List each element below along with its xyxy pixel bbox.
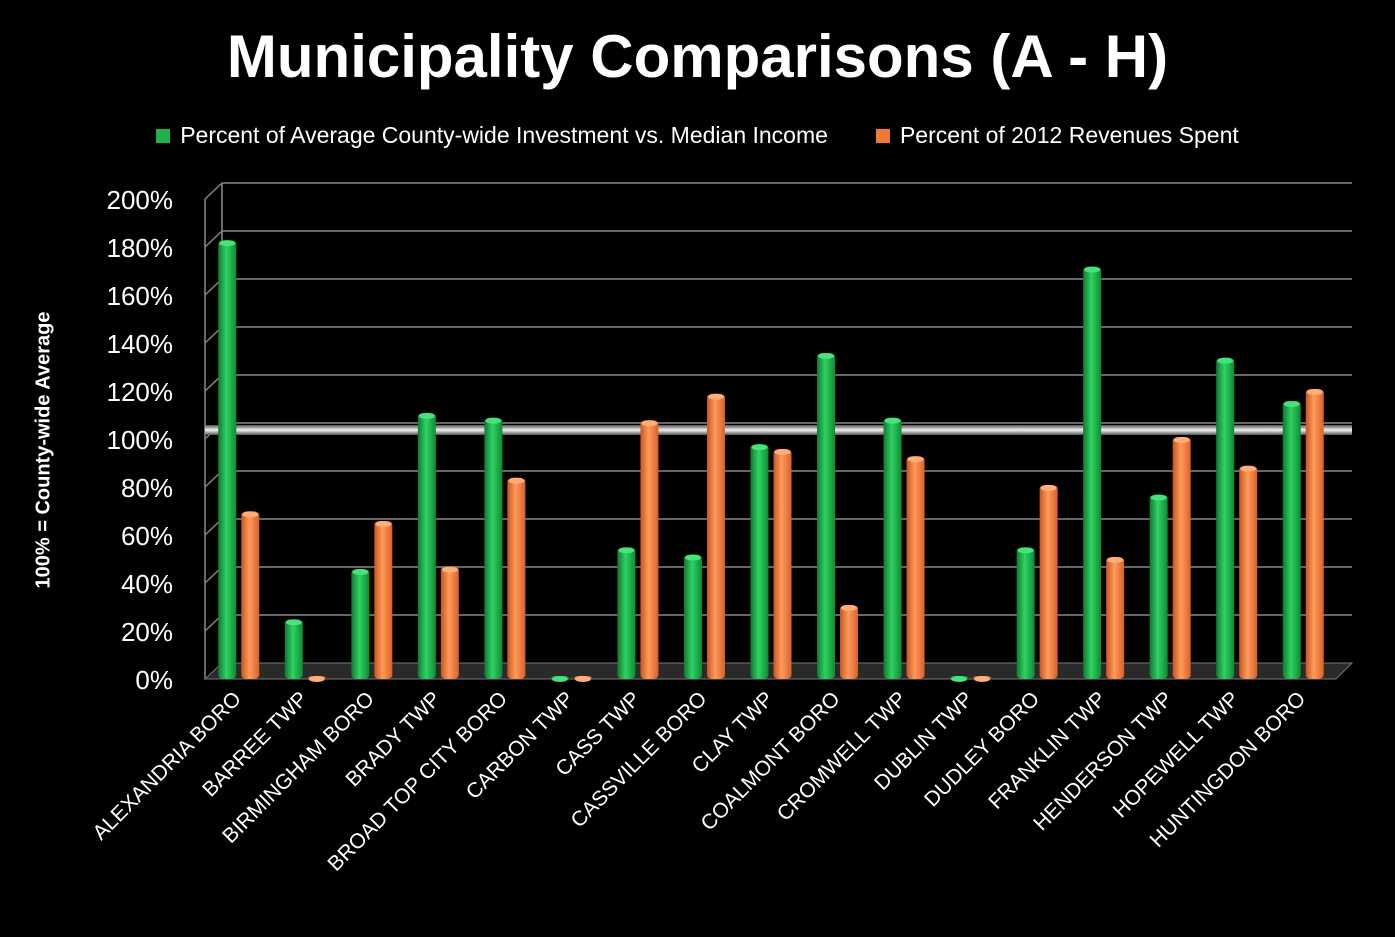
x-tick-label: FRANKLIN TWP — [984, 687, 1111, 814]
bar-cap — [818, 353, 835, 359]
y-tick-label: 80% — [121, 473, 173, 503]
x-tick-label: CROMWELL TWP — [773, 687, 911, 825]
bar-cap — [1017, 547, 1034, 554]
bar-revenues-spent — [706, 393, 725, 679]
y-tick-label: 200% — [107, 185, 174, 215]
y-tick-label: 140% — [107, 329, 174, 359]
bar-cap — [974, 676, 991, 682]
bar-revenues-spent — [1106, 557, 1125, 679]
bar-investment — [750, 444, 769, 679]
bar-cap — [1150, 494, 1167, 501]
bar-cap — [1240, 465, 1257, 472]
x-tick-label: DUDLEY BORO — [920, 687, 1044, 811]
bar-cap — [884, 417, 901, 424]
bar-cap — [1283, 401, 1300, 407]
y-tick-label: 120% — [107, 377, 174, 407]
bar-cap — [441, 566, 458, 573]
bar-investment — [1282, 401, 1301, 679]
bar-revenues-spent — [773, 449, 792, 679]
bar-cap — [219, 240, 236, 247]
bar-cap — [308, 676, 325, 682]
bar-cap — [551, 676, 568, 682]
bar-cap — [574, 676, 591, 682]
bar-investment — [817, 353, 836, 679]
bar-cap — [907, 456, 924, 463]
bar-cap — [1107, 557, 1124, 563]
y-tick-label: 180% — [107, 233, 174, 263]
bar-cap — [641, 420, 658, 427]
y-tick-label: 60% — [121, 521, 173, 551]
gridline-depth — [204, 182, 223, 200]
bar-cap — [485, 417, 502, 424]
bar-investment — [1149, 494, 1168, 679]
bar-revenues-spent — [906, 456, 925, 679]
bar-revenues-spent — [840, 605, 859, 679]
bar-investment — [218, 240, 237, 679]
y-tick-label: 20% — [121, 617, 173, 647]
reference-line-100 — [205, 425, 1352, 435]
bar-investment — [284, 619, 303, 679]
bar-cap — [418, 413, 435, 419]
bar-revenues-spent — [1039, 485, 1058, 679]
bar-cap — [285, 619, 302, 626]
bar-cap — [508, 477, 525, 484]
legend-label-series-1: Percent of Average County-wide Investmen… — [180, 122, 828, 148]
bar-cap — [841, 605, 858, 611]
bar-cap — [1084, 266, 1101, 273]
bar-investment — [1083, 266, 1102, 679]
bar-investment — [683, 554, 702, 679]
bar-cap — [1306, 389, 1323, 395]
bar-investment — [883, 417, 902, 679]
x-tick-label: HOPEWELL TWP — [1109, 687, 1244, 822]
y-tick-label: 40% — [121, 569, 173, 599]
bar-investment — [484, 417, 503, 679]
legend-label-series-2: Percent of 2012 Revenues Spent — [899, 122, 1239, 148]
bar-cap — [242, 511, 259, 518]
y-tick-label: 100% — [107, 425, 174, 455]
bar-investment — [1016, 547, 1035, 679]
bar-revenues-spent — [374, 521, 393, 679]
bar-revenues-spent — [1305, 389, 1324, 679]
y-tick-label: 0% — [135, 665, 173, 695]
bar-cap — [751, 444, 768, 451]
bar-cap — [1173, 437, 1190, 443]
bar-revenues-spent — [507, 477, 526, 679]
bar-investment — [351, 569, 370, 679]
bar-investment — [1216, 357, 1235, 679]
bar-revenues-spent — [241, 511, 260, 679]
legend-item-series-2: Percent of 2012 Revenues Spent — [875, 122, 1239, 149]
bar-cap — [774, 449, 791, 455]
legend-swatch-green — [156, 128, 171, 143]
bar-cap — [352, 569, 369, 575]
gridline-depth — [204, 230, 223, 248]
bar-investment — [617, 547, 636, 679]
bar-cap — [707, 393, 724, 400]
legend-item-series-1: Percent of Average County-wide Investmen… — [156, 122, 828, 149]
legend-swatch-orange — [875, 128, 890, 143]
chart-title: Municipality Comparisons (A - H) — [226, 23, 1169, 90]
legend: Percent of Average County-wide Investmen… — [0, 122, 1395, 149]
bar-revenues-spent — [1239, 465, 1258, 679]
bar-revenues-spent — [440, 566, 459, 679]
bar-cap — [1217, 357, 1234, 364]
bar-cap — [951, 676, 968, 682]
bar-cap — [1040, 485, 1057, 491]
bar-cap — [375, 521, 392, 527]
bar-investment — [417, 413, 436, 679]
bar-revenues-spent — [1172, 437, 1191, 679]
y-tick-label: 160% — [107, 281, 174, 311]
bar-revenues-spent — [640, 420, 659, 679]
bar-cap — [684, 554, 701, 561]
bar-cap — [618, 547, 635, 554]
